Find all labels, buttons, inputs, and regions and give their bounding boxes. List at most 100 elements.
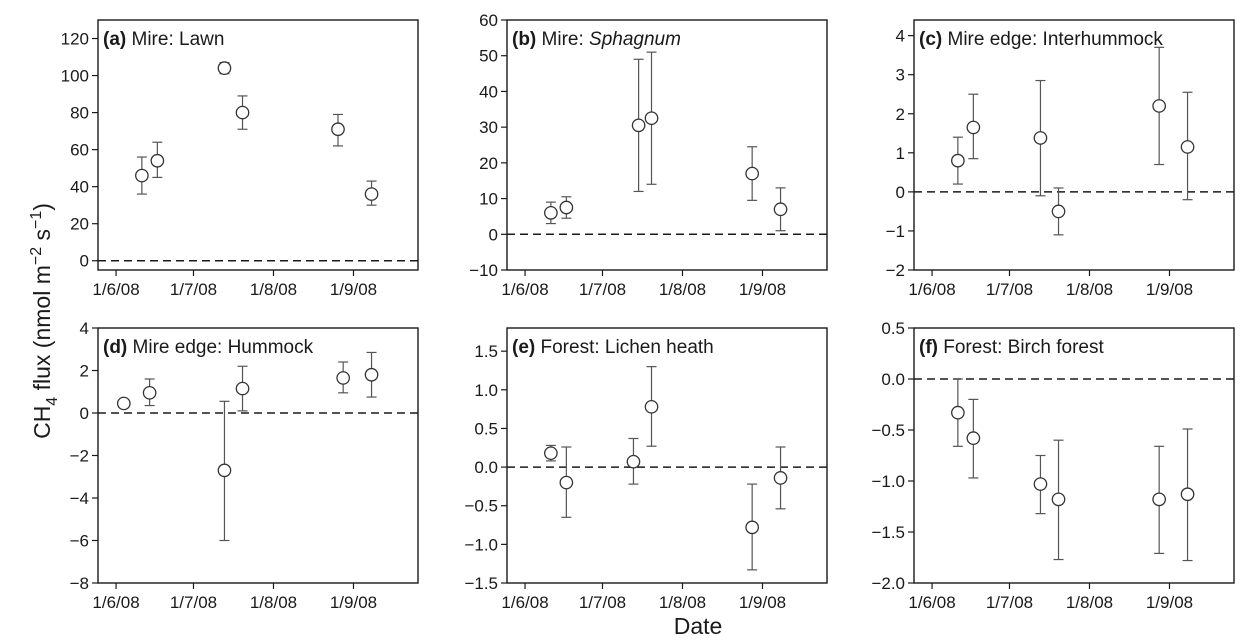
x-tick-label: 1/6/08 <box>908 280 955 299</box>
panel-letter: (e) <box>512 337 535 358</box>
panel-e: −1.5 −1.0 −0.5 0.0 0.5 1.0 1.5 1/6/08 1/7/08 1/8/… <box>464 327 828 612</box>
panel-title: (a) Mire: Lawn <box>103 29 224 50</box>
y-tick-label: 0.5 <box>881 319 905 338</box>
data-point <box>544 446 558 461</box>
y-tick-label: 1.5 <box>474 342 498 361</box>
y-tick-label: −1.5 <box>871 523 905 542</box>
y-tick-label: 0.0 <box>881 370 905 389</box>
x-tick-label: 1/6/08 <box>92 280 139 299</box>
panel-letter: (f) <box>919 337 938 358</box>
panel-c: −2 −1 0 1 2 3 4 1/6/08 1/7/08 1/8/08 1/9/08 (c) Mir… <box>886 19 1235 299</box>
data-point <box>1152 99 1167 113</box>
y-tick-label: 20 <box>70 215 89 234</box>
plot-frame <box>913 327 1235 584</box>
y-tick-label: −4 <box>70 489 89 508</box>
y-tick-label: 60 <box>479 11 498 30</box>
y-tick-label: −1 <box>886 222 905 241</box>
data-point <box>364 367 379 382</box>
plot-frame <box>506 327 828 584</box>
data-point <box>631 118 646 133</box>
y-tick-label: 2 <box>896 105 905 124</box>
x-tick-label: 1/7/08 <box>579 280 626 299</box>
y-tick-label: −2.0 <box>871 574 905 593</box>
y-tick-label: 0.5 <box>474 419 498 438</box>
x-tick-label: 1/8/08 <box>250 280 297 299</box>
y-tick-label: 0.0 <box>474 458 498 477</box>
panel-letter: (d) <box>103 337 127 358</box>
y-tick-label: −0.5 <box>464 497 498 516</box>
panel-name: Forest: Birch forest <box>938 337 1104 358</box>
data-point <box>951 153 965 168</box>
data-point <box>1152 492 1167 507</box>
x-tick-label: 1/8/08 <box>1066 280 1113 299</box>
panel-name: Mire edge: Hummock <box>127 337 313 358</box>
x-tick-label: 1/6/08 <box>908 593 955 612</box>
x-tick-label: 1/7/08 <box>170 280 217 299</box>
x-tick-label: 1/8/08 <box>659 593 706 612</box>
x-axis-title: Date <box>674 613 723 639</box>
data-point <box>235 381 250 396</box>
panel-title: (c) Mire edge: Interhummock <box>919 29 1163 50</box>
data-point <box>336 371 351 385</box>
plot-frame <box>506 19 828 271</box>
x-tick-label: 1/9/08 <box>1146 280 1193 299</box>
data-point <box>745 166 760 181</box>
data-point <box>1051 204 1066 219</box>
panel-b: −10 0 10 20 30 40 50 60 1/6/08 1/7/08 1/8/08 1/9/08… <box>469 11 828 299</box>
y-tick-label: 4 <box>80 319 89 338</box>
panel-title: (f) Forest: Birch forest <box>919 337 1104 358</box>
panel-letter: (c) <box>919 29 942 50</box>
data-point <box>966 120 981 135</box>
x-tick-label: 1/9/08 <box>1146 593 1193 612</box>
data-point <box>773 471 788 485</box>
panel-title: (e) Forest: Lichen heath <box>512 337 714 358</box>
x-tick-label: 1/7/08 <box>986 280 1033 299</box>
y-tick-label: 20 <box>479 154 498 173</box>
y-tick-label: 0 <box>80 252 89 271</box>
y-tick-label: 60 <box>70 141 89 160</box>
panel-d: −8 −6 −4 −2 0 2 4 1/6/08 1/7/08 1/8/08 1/9/08 (d) M… <box>70 319 419 612</box>
data-point <box>235 105 250 120</box>
data-point <box>626 454 641 469</box>
data-point <box>217 61 232 75</box>
data-point <box>644 111 659 126</box>
panel-f: −2.0 −1.5 −1.0 −0.5 0.0 0.5 1/6/08 1/7/08 1/8/08… <box>871 319 1235 612</box>
panel-a: 0 20 40 60 80 100 120 1/6/08 1/7/08 1/8/08 1/9/08 (… <box>61 19 419 299</box>
data-point <box>745 520 760 535</box>
data-point <box>559 200 574 215</box>
panel-name: Forest: Lichen heath <box>535 337 714 358</box>
y-tick-label: −1.0 <box>871 472 905 491</box>
y-tick-label: 80 <box>70 104 89 123</box>
panel-name: Mire edge: Interhummock <box>942 29 1163 50</box>
y-tick-label: 3 <box>896 66 905 85</box>
y-tick-label: 1.0 <box>474 381 498 400</box>
panel-name: Mire: Lawn <box>126 29 224 50</box>
y-tick-label: −8 <box>70 574 89 593</box>
data-point <box>1033 477 1048 491</box>
data-point <box>217 463 232 478</box>
x-tick-label: 1/8/08 <box>250 593 297 612</box>
y-axis-title: CH4 flux (nmol m−2 s−1) <box>28 203 61 439</box>
y-tick-label: 0 <box>489 225 498 244</box>
y-tick-label: 40 <box>70 178 89 197</box>
x-tick-label: 1/9/08 <box>739 593 786 612</box>
y-tick-label: 0 <box>80 404 89 423</box>
plot-frame <box>913 19 1235 271</box>
y-tick-label: −1.0 <box>464 535 498 554</box>
x-tick-label: 1/8/08 <box>659 280 706 299</box>
y-tick-label: 4 <box>896 27 905 46</box>
data-point <box>142 385 157 400</box>
y-tick-label: 2 <box>80 362 89 381</box>
data-point <box>1180 140 1195 154</box>
panel-letter: (a) <box>103 29 126 50</box>
x-tick-label: 1/9/08 <box>330 280 377 299</box>
y-tick-label: −2 <box>886 261 905 280</box>
y-tick-label: 120 <box>61 30 89 49</box>
x-tick-label: 1/7/08 <box>986 593 1033 612</box>
data-point <box>951 405 965 420</box>
plot-frame <box>97 19 419 271</box>
y-tick-label: 100 <box>61 67 89 86</box>
x-tick-label: 1/7/08 <box>579 593 626 612</box>
y-tick-label: −0.5 <box>871 421 905 440</box>
